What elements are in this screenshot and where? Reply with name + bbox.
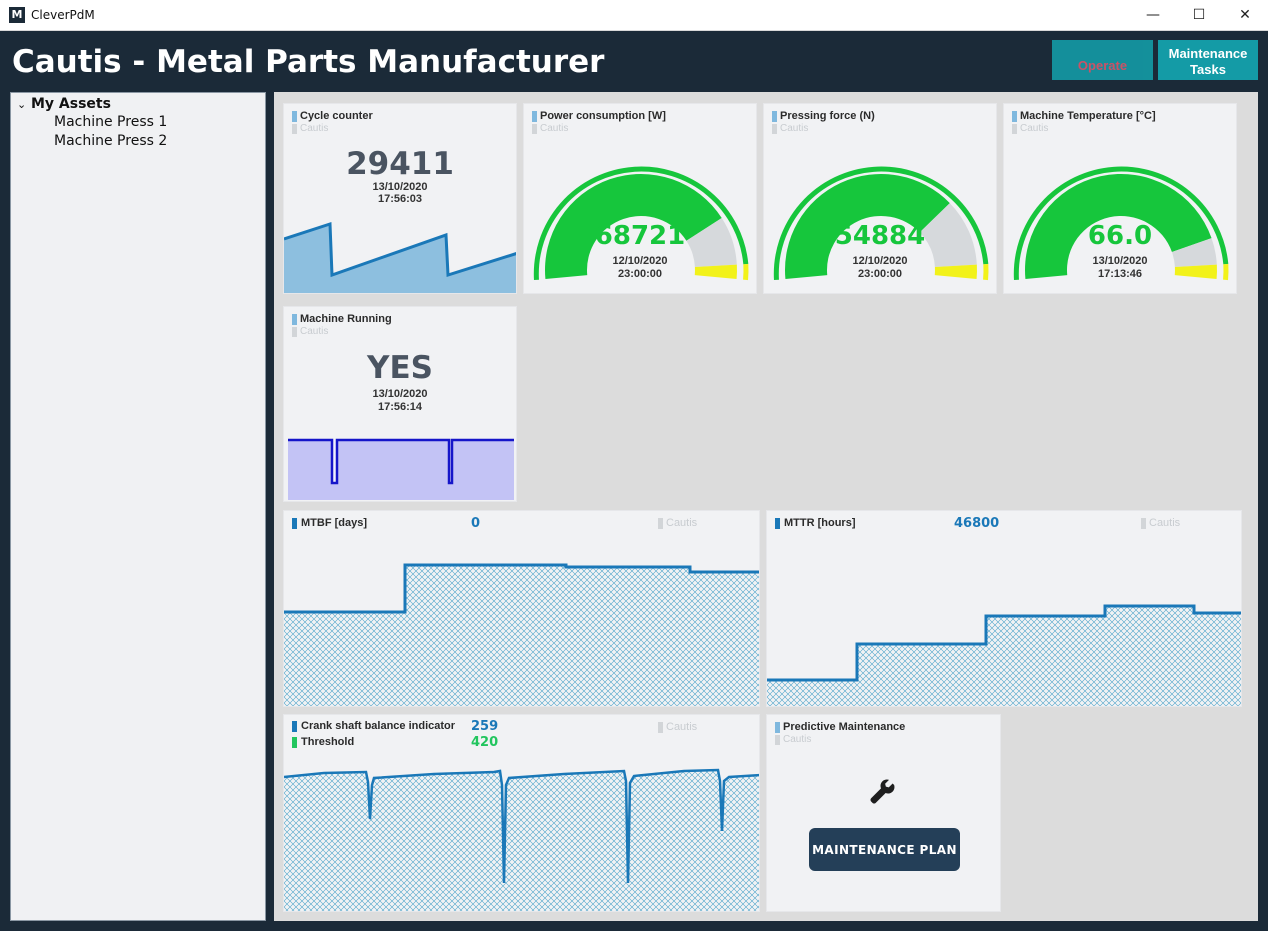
window-titlebar: M CleverPdM — ☐ ✕ — [0, 0, 1268, 31]
tree-root-label: My Assets — [31, 96, 111, 112]
close-button[interactable]: ✕ — [1239, 7, 1251, 23]
crank-chart — [284, 768, 759, 911]
operate-button[interactable]: Operate — [1052, 40, 1153, 80]
power-date: 12/10/2020 — [612, 255, 668, 267]
chevron-down-icon[interactable]: ⌄ — [17, 98, 27, 111]
cycle-counter-widget[interactable]: Cycle counter Cautis 29411 13/10/2020 17… — [283, 103, 517, 294]
temperature-date: 13/10/2020 — [1092, 255, 1148, 267]
mttr-value: 46800 — [954, 516, 1000, 531]
power-gauge — [533, 166, 749, 281]
widget-source: Cautis — [1012, 123, 1048, 134]
maintenance-label-line1: Maintenance — [1168, 46, 1248, 61]
running-date: 13/10/2020 — [372, 388, 428, 400]
gauge-outer-green-band — [533, 166, 749, 281]
app-logo-icon: M — [9, 7, 25, 23]
gauge-value-arc — [1025, 173, 1212, 280]
mttr-title: MTTR [hours] — [775, 517, 855, 529]
maintenance-tasks-button[interactable]: Maintenance Tasks — [1158, 40, 1258, 80]
machine-temperature-widget[interactable]: Machine Temperature [°C] Cautis 66.0 13/… — [1003, 103, 1237, 294]
running-value: YES — [367, 350, 433, 386]
mttr-chart — [767, 604, 1241, 706]
threshold-value: 420 — [471, 735, 499, 750]
temperature-gauge — [1013, 166, 1229, 281]
cycle-counter-date: 13/10/2020 — [372, 181, 428, 193]
power-value: 68721 — [594, 221, 686, 251]
pressing-date: 12/10/2020 — [852, 255, 908, 267]
cycle-counter-sparkline — [284, 221, 516, 293]
tree-item-machine-press-1[interactable]: Machine Press 1 — [54, 114, 168, 130]
mtbf-widget[interactable]: MTBF [days] 0 Cautis — [283, 510, 760, 707]
mttr-widget[interactable]: MTTR [hours] 46800 Cautis — [766, 510, 1242, 707]
mtbf-value: 0 — [471, 516, 481, 531]
widget-title: Machine Running — [292, 313, 392, 325]
maintenance-label-line2: Tasks — [1190, 62, 1226, 77]
temperature-time: 17:13:46 — [1097, 268, 1143, 280]
gauge-warning-zone — [934, 264, 977, 280]
gauge-outer-green-band — [773, 166, 989, 281]
crank-value: 259 — [471, 719, 499, 734]
widget-title: Power consumption [W] — [532, 110, 666, 122]
crank-source: Cautis — [658, 721, 697, 733]
power-consumption-widget[interactable]: Power consumption [W] Cautis 68721 12/10… — [523, 103, 757, 294]
wrench-icon — [870, 779, 895, 804]
threshold-label: Threshold — [292, 736, 354, 748]
running-time: 17:56:14 — [377, 401, 423, 413]
widget-source: Cautis — [292, 123, 328, 134]
gauge-warning-zone — [694, 264, 737, 280]
maximize-button[interactable]: ☐ — [1192, 7, 1206, 23]
predictive-maintenance-widget: Predictive Maintenance Cautis MAINTENANC… — [766, 714, 1001, 912]
mtbf-source: Cautis — [658, 517, 697, 529]
widget-source: Cautis — [772, 123, 808, 134]
crank-shaft-widget[interactable]: Crank shaft balance indicator 259 Thresh… — [283, 714, 760, 912]
cycle-counter-value: 29411 — [346, 146, 454, 182]
machine-running-widget[interactable]: Machine Running Cautis YES 13/10/2020 17… — [283, 306, 517, 502]
widget-title: Cycle counter — [292, 110, 373, 122]
crank-title: Crank shaft balance indicator — [292, 720, 455, 732]
gauge-remaining-arc — [686, 218, 737, 267]
gauge-value-arc — [785, 174, 950, 280]
mtbf-title: MTBF [days] — [292, 517, 367, 529]
widget-title: Machine Temperature [°C] — [1012, 110, 1156, 122]
gauge-outer-green-band — [1013, 166, 1229, 281]
pressing-force-widget[interactable]: Pressing force (N) Cautis 54884 12/10/20… — [763, 103, 997, 294]
app-title: CleverPdM — [31, 8, 95, 22]
gauge-value-arc — [545, 173, 722, 280]
pressing-time: 23:00:00 — [857, 268, 903, 280]
widget-source: Cautis — [292, 326, 328, 337]
mttr-source: Cautis — [1141, 517, 1180, 529]
pressing-value: 54884 — [834, 221, 926, 251]
power-time: 23:00:00 — [617, 268, 663, 280]
widget-title: Pressing force (N) — [772, 110, 875, 122]
page-title: Cautis - Metal Parts Manufacturer — [12, 44, 605, 80]
widget-source: Cautis — [775, 734, 811, 745]
operate-button-label: Operate — [1077, 58, 1128, 73]
dashboard-area: Cycle counter Cautis 29411 13/10/2020 17… — [274, 92, 1258, 921]
minimize-button[interactable]: — — [1146, 7, 1160, 23]
tree-item-machine-press-2[interactable]: Machine Press 2 — [54, 133, 168, 149]
tree-root-my-assets[interactable]: ⌄ My Assets — [17, 96, 111, 112]
gauge-remaining-arc — [1171, 238, 1217, 267]
running-status-chart — [288, 438, 514, 500]
gauge-warning-zone — [1174, 264, 1217, 280]
pressing-gauge — [773, 166, 989, 281]
gauge-remaining-arc — [919, 203, 977, 267]
mtbf-chart — [284, 563, 759, 706]
widget-title: Predictive Maintenance — [775, 721, 905, 733]
asset-tree-sidebar: ⌄ My Assets Machine Press 1 Machine Press… — [10, 92, 266, 921]
maintenance-plan-button[interactable]: MAINTENANCE PLAN — [809, 828, 960, 871]
cycle-counter-time: 17:56:03 — [377, 193, 423, 205]
widget-source: Cautis — [532, 123, 568, 134]
temperature-value: 66.0 — [1087, 221, 1153, 251]
